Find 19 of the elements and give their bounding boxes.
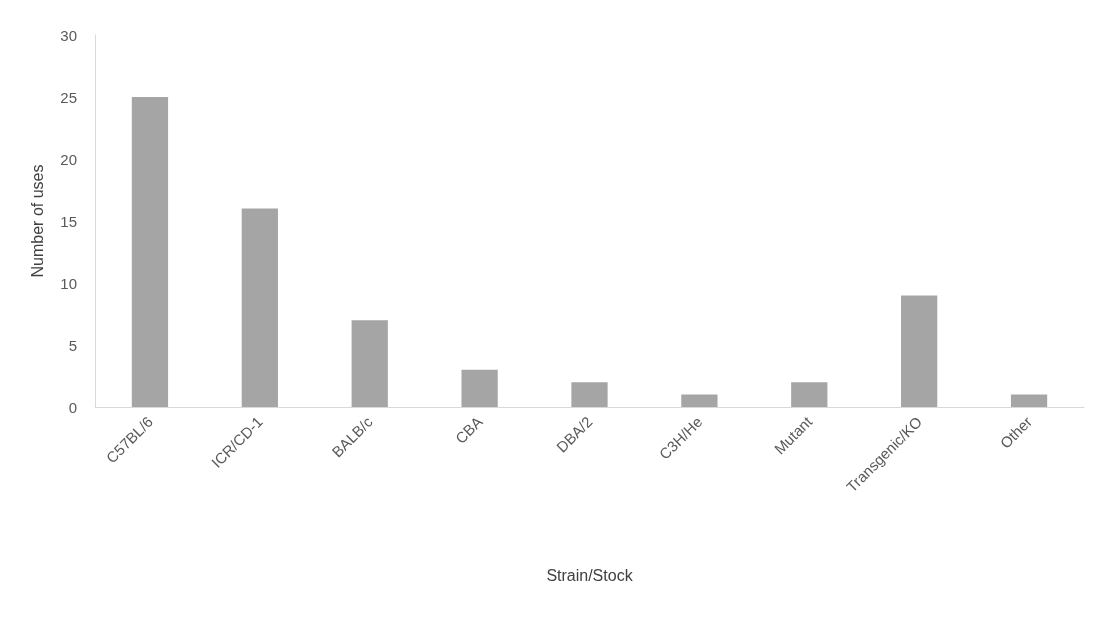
- y-tick-label: 15: [60, 212, 77, 230]
- bar: [351, 320, 388, 407]
- x-tick-label: CBA: [451, 412, 486, 447]
- y-tick-label: 5: [68, 336, 77, 354]
- y-axis-title: Number of uses: [28, 164, 46, 278]
- bar: [241, 208, 278, 407]
- x-axis-title: Strain/Stock: [546, 566, 634, 584]
- bar: [791, 382, 828, 407]
- y-tick-label: 30: [60, 26, 77, 44]
- y-tick-label: 10: [60, 274, 77, 292]
- y-tick-label: 0: [68, 398, 77, 416]
- bar: [131, 97, 169, 407]
- bar: [1010, 394, 1048, 407]
- y-tick-label: 20: [60, 150, 77, 168]
- bar: [571, 382, 608, 407]
- y-tick-label: 25: [60, 88, 77, 106]
- bar: [901, 295, 938, 407]
- bar: [461, 369, 498, 407]
- bar: [681, 394, 718, 407]
